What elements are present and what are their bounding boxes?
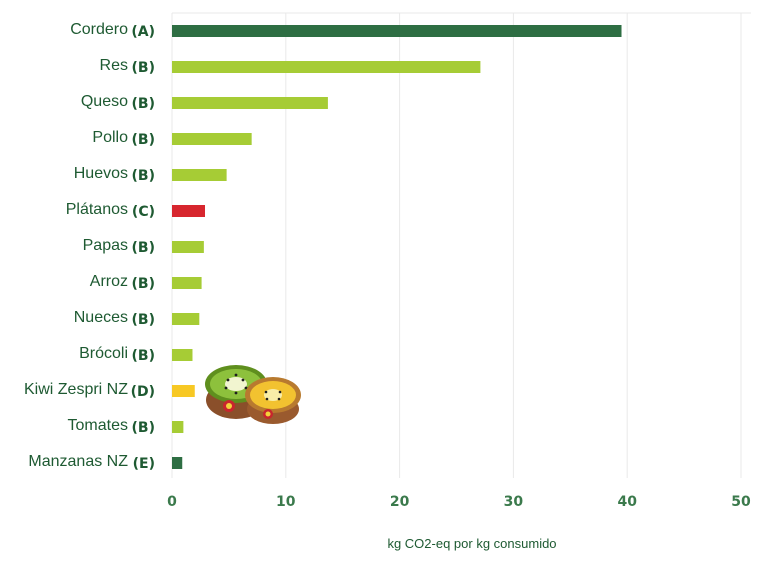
category-label: Arroz	[90, 273, 128, 290]
category-code: (D)	[131, 384, 155, 400]
bar	[172, 349, 193, 361]
category-code: (B)	[132, 132, 155, 148]
bar	[172, 25, 622, 37]
category-code: (B)	[132, 60, 155, 76]
bar	[172, 421, 184, 433]
category-code: (A)	[131, 24, 155, 40]
category-label: Brócoli	[79, 345, 128, 362]
bars	[172, 25, 622, 469]
category-label: Pollo	[92, 129, 128, 146]
category-label: Papas	[83, 237, 128, 254]
category-code: (B)	[132, 96, 155, 112]
bar	[172, 97, 328, 109]
x-tick-label: 10	[276, 494, 296, 510]
x-tick-labels: 0 10 20 30 40 50	[167, 494, 751, 510]
category-label: Manzanas NZ	[28, 453, 128, 470]
bar	[172, 241, 204, 253]
category-code: (B)	[132, 420, 155, 436]
category-label: Huevos	[74, 165, 128, 182]
x-tick-label: 40	[617, 494, 637, 510]
bar	[172, 385, 195, 397]
x-tick-label: 50	[731, 494, 751, 510]
bar	[172, 457, 183, 469]
bar	[172, 169, 227, 181]
bar	[172, 205, 206, 217]
category-code: (B)	[132, 240, 155, 256]
x-axis-label: kg CO2-eq por kg consumido	[387, 536, 556, 551]
category-code: (C)	[132, 204, 155, 220]
x-tick-label: 30	[504, 494, 524, 510]
category-label: Kiwi Zespri NZ	[24, 381, 128, 398]
category-label: Res	[100, 57, 128, 74]
category-label: Tomates	[68, 417, 128, 434]
x-tick-label: 20	[390, 494, 410, 510]
category-code: (E)	[133, 456, 155, 472]
x-tick-label: 0	[167, 494, 177, 510]
category-labels: (A)Cordero(B)Res(B)Queso(B)Pollo(B)Huevo…	[24, 21, 155, 472]
category-code: (B)	[132, 348, 155, 364]
category-label: Cordero	[70, 21, 128, 38]
gridlines	[171, 12, 751, 478]
bar	[172, 277, 202, 289]
category-label: Queso	[81, 93, 128, 110]
bar	[172, 133, 252, 145]
category-code: (B)	[132, 276, 155, 292]
category-code: (B)	[132, 312, 155, 328]
bar	[172, 313, 200, 325]
kiwi-halves-image	[205, 365, 301, 424]
bar	[172, 61, 481, 73]
category-label: Plátanos	[66, 201, 128, 218]
category-label: Nueces	[74, 309, 128, 326]
category-code: (B)	[132, 168, 155, 184]
